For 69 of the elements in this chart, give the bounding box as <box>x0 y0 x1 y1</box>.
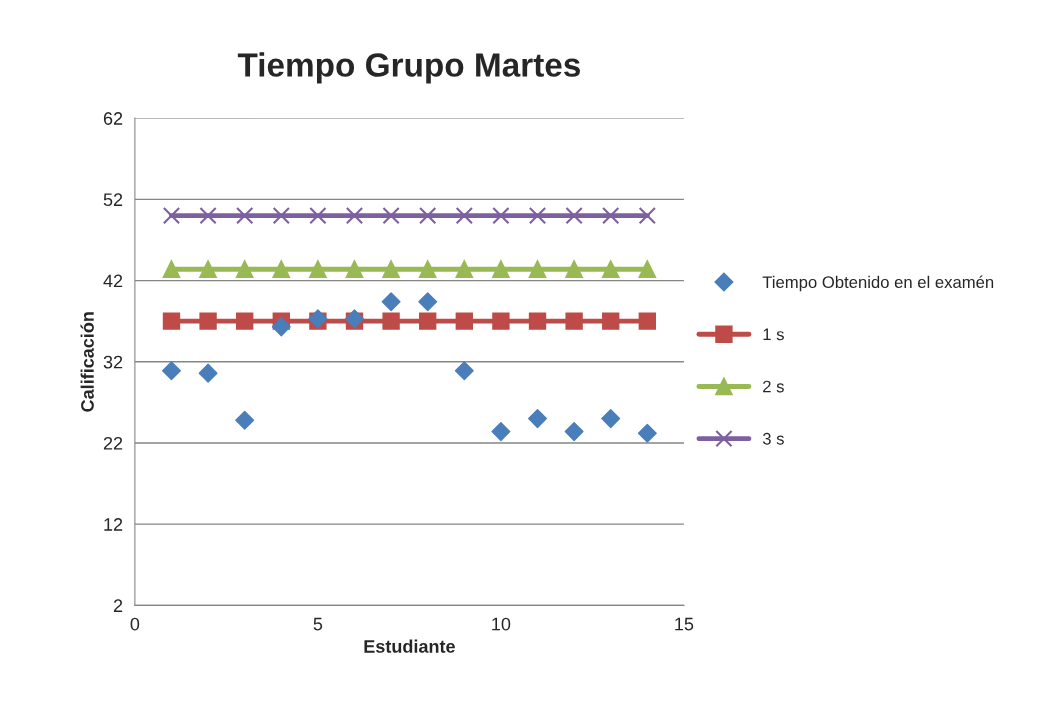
point <box>528 206 547 225</box>
point <box>236 260 254 278</box>
x-tick-label: 15 <box>675 617 694 631</box>
point <box>528 312 547 330</box>
x-tick-label: 10 <box>492 617 511 631</box>
point <box>162 260 181 278</box>
point <box>492 260 510 278</box>
point <box>418 292 438 312</box>
point <box>345 206 364 225</box>
point <box>638 312 656 330</box>
point <box>309 206 327 225</box>
point <box>382 206 400 225</box>
y-tick-label: 62 <box>103 112 123 125</box>
legend-label: 2 s <box>763 380 784 393</box>
y-tick-label: 42 <box>103 274 123 288</box>
point <box>454 361 474 381</box>
point <box>235 410 255 430</box>
legend-label: Tiempo Obtenido en el examén <box>762 275 994 292</box>
y-tick-label: 32 <box>103 355 123 369</box>
point <box>601 409 621 429</box>
point <box>272 260 290 278</box>
point <box>564 422 584 442</box>
y-tick-label: 52 <box>103 193 123 207</box>
y-tick-label: 12 <box>104 518 123 531</box>
point <box>236 312 254 330</box>
y-tick-label: 2 <box>113 599 123 612</box>
point <box>602 312 620 330</box>
legend-label: 3 s <box>762 432 784 445</box>
point <box>565 260 583 278</box>
point <box>455 260 473 278</box>
point <box>161 361 181 381</box>
point <box>382 312 400 330</box>
chart-title: Tiempo Grupo Martes <box>237 52 580 84</box>
point <box>271 317 291 337</box>
point <box>236 206 254 225</box>
point <box>199 312 217 330</box>
point <box>565 312 583 330</box>
point <box>162 312 181 330</box>
point <box>381 292 401 312</box>
point <box>528 260 547 278</box>
point <box>492 206 510 225</box>
point <box>637 423 657 443</box>
point <box>565 206 583 225</box>
point <box>199 206 217 225</box>
x-tick-label: 5 <box>313 617 323 631</box>
point <box>198 363 218 383</box>
point <box>345 260 364 278</box>
point <box>419 206 437 225</box>
point <box>455 206 473 225</box>
point <box>638 260 656 278</box>
point <box>199 260 217 278</box>
point <box>162 206 181 225</box>
point <box>602 206 620 225</box>
x-axis-title: Estudiante <box>364 639 455 653</box>
point <box>419 260 437 278</box>
point <box>638 206 656 225</box>
y-axis-title: Calificación <box>80 312 94 412</box>
point <box>602 260 620 278</box>
point <box>455 312 473 330</box>
x-tick-label: 0 <box>130 617 140 631</box>
legend-label: 1 s <box>763 328 784 341</box>
point <box>491 422 511 442</box>
point <box>492 312 510 330</box>
y-tick-label: 22 <box>103 436 123 450</box>
point <box>419 312 437 330</box>
point <box>309 260 327 278</box>
point <box>528 409 547 429</box>
point <box>382 260 400 278</box>
point <box>272 206 290 225</box>
